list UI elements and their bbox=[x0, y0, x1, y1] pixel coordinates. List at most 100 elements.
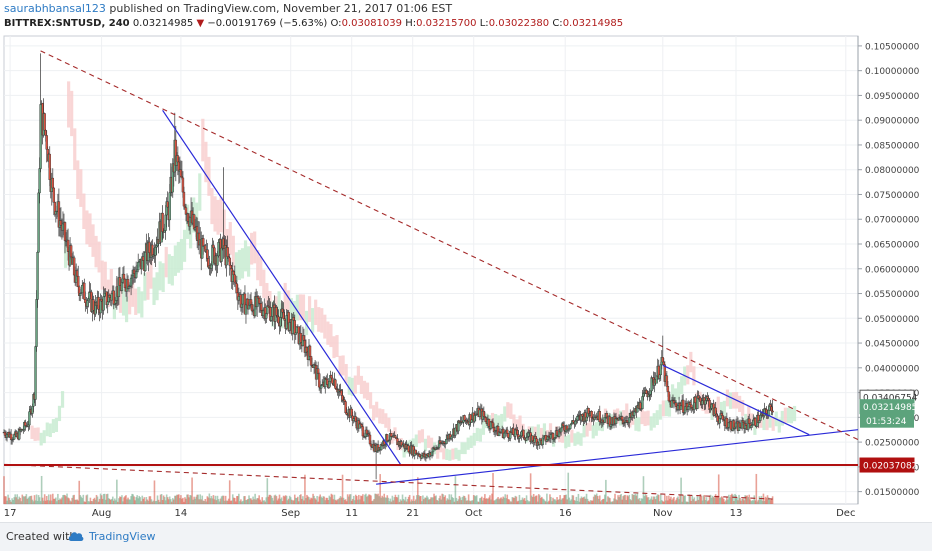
volume-bar bbox=[631, 493, 634, 504]
volume-bar bbox=[302, 496, 304, 504]
volume-bar bbox=[297, 496, 299, 504]
volume-bar bbox=[670, 496, 672, 504]
volume-bar bbox=[693, 497, 696, 504]
volume-bar bbox=[289, 497, 292, 504]
cloud-segment bbox=[664, 400, 669, 417]
volume-bar bbox=[510, 501, 513, 504]
volume-bar bbox=[563, 495, 565, 504]
volume-bar bbox=[393, 497, 396, 504]
volume-bar bbox=[515, 496, 518, 504]
volume-bar bbox=[54, 498, 56, 504]
cloud-segment bbox=[198, 173, 202, 211]
volume-bar bbox=[424, 497, 426, 504]
volume-bar bbox=[17, 499, 20, 504]
cloud-segment bbox=[387, 417, 391, 432]
cloud-segment bbox=[634, 416, 638, 431]
volume-bar bbox=[497, 497, 499, 504]
volume-bar bbox=[665, 500, 667, 504]
volume-bar bbox=[30, 495, 33, 504]
volume-bar bbox=[323, 496, 326, 504]
y-tick-label: 0.05500000 bbox=[865, 290, 920, 300]
y-tick-label: 0.10500000 bbox=[865, 42, 920, 52]
volume-bar bbox=[11, 498, 13, 504]
volume-bar bbox=[681, 501, 683, 504]
volume-bar bbox=[254, 493, 256, 504]
y-tick-label: 0.08000000 bbox=[865, 166, 920, 176]
volume-bar bbox=[477, 501, 480, 504]
cloud-segment bbox=[231, 235, 235, 268]
volume-bar bbox=[629, 499, 632, 504]
volume-bar bbox=[299, 494, 301, 504]
y-tick-label: 0.06500000 bbox=[865, 241, 920, 251]
volume-bar bbox=[142, 498, 145, 504]
volume-bar bbox=[13, 497, 15, 504]
volume-bar bbox=[196, 494, 198, 504]
volume-bar bbox=[549, 494, 551, 504]
volume-bar bbox=[655, 495, 658, 504]
tradingview-cloud-icon[interactable] bbox=[67, 529, 85, 543]
volume-bar bbox=[378, 496, 380, 504]
volume-bar bbox=[547, 501, 549, 504]
cloud-segment bbox=[222, 209, 226, 244]
chart-publisher-line: saurabhbansal123 published on TradingVie… bbox=[4, 2, 452, 16]
x-tick-label: 13 bbox=[730, 508, 743, 519]
volume-bar bbox=[330, 493, 333, 504]
volume-bar bbox=[15, 497, 17, 504]
volume-bar bbox=[535, 495, 538, 504]
volume-bar bbox=[169, 499, 172, 504]
cloud-segment bbox=[137, 286, 141, 314]
publisher-username[interactable]: saurabhbansal123 bbox=[4, 2, 106, 15]
volume-bar bbox=[761, 500, 764, 504]
volume-bar bbox=[490, 499, 492, 504]
cloud-segment bbox=[155, 272, 159, 301]
volume-bar bbox=[99, 493, 102, 504]
volume-bar bbox=[267, 496, 270, 504]
volume-bar bbox=[517, 500, 520, 504]
volume-bar bbox=[206, 496, 209, 504]
volume-bar bbox=[666, 495, 668, 504]
volume-bar bbox=[426, 495, 428, 504]
x-tick-label: Oct bbox=[465, 508, 482, 519]
volume-bar bbox=[544, 500, 546, 504]
volume-bar bbox=[238, 493, 240, 504]
volume-bar bbox=[227, 498, 230, 504]
volume-bar bbox=[419, 496, 421, 504]
cloud-segment bbox=[246, 246, 251, 277]
volume-bar bbox=[48, 500, 51, 504]
cloud-segment bbox=[88, 213, 92, 247]
price-chart[interactable]: 0.10500000 0.10000000 0.09500000 0.09000000… bbox=[0, 0, 932, 522]
volume-bar bbox=[96, 496, 99, 504]
cloud-segment bbox=[350, 377, 354, 396]
volume-bar bbox=[101, 498, 104, 504]
cloud-segment bbox=[689, 351, 693, 373]
cloud-segment bbox=[704, 397, 708, 414]
candle-body bbox=[506, 429, 509, 434]
volume-bar bbox=[135, 497, 137, 504]
volume-bar bbox=[481, 496, 483, 504]
volume-bar bbox=[266, 478, 269, 504]
volume-bar bbox=[406, 499, 409, 504]
volume-bar bbox=[181, 498, 183, 504]
volume-bar bbox=[607, 496, 609, 504]
volume-bar bbox=[235, 501, 237, 504]
volume-bar bbox=[474, 496, 477, 504]
volume-bar bbox=[414, 499, 417, 504]
cloud-segment bbox=[460, 442, 464, 455]
volume-bar bbox=[160, 493, 163, 504]
volume-bar bbox=[614, 493, 616, 504]
volume-bar bbox=[536, 501, 539, 504]
volume-bar bbox=[225, 500, 228, 504]
volume-bar bbox=[744, 495, 746, 504]
volume-bar bbox=[711, 495, 714, 504]
cloud-segment bbox=[262, 269, 266, 298]
volume-bar bbox=[230, 500, 233, 504]
candle-body bbox=[308, 345, 312, 357]
volume-bar bbox=[514, 495, 517, 504]
tradingview-brand[interactable]: TradingView bbox=[89, 530, 156, 543]
cloud-segment bbox=[402, 446, 406, 458]
cloud-segment bbox=[268, 290, 272, 318]
volume-bar bbox=[203, 501, 206, 504]
volume-bar bbox=[506, 494, 509, 504]
volume-bar bbox=[265, 497, 268, 504]
volume-bar bbox=[662, 501, 664, 504]
